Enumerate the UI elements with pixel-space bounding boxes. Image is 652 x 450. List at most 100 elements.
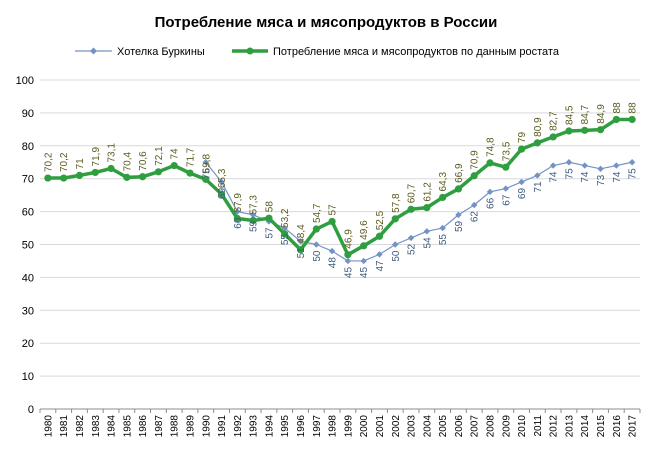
- data-label-s1-2006: 66,9: [454, 163, 465, 183]
- x-tick-label-1984: 1984: [107, 415, 118, 438]
- data-point-s0-2007: [471, 201, 478, 209]
- x-tick-label-1983: 1983: [91, 415, 102, 438]
- data-point-s1-2015: [596, 126, 605, 134]
- x-tick-label-2000: 2000: [359, 415, 370, 438]
- data-point-s1-1992: [233, 214, 241, 223]
- data-point-s1-2009: [502, 163, 510, 171]
- data-label-s0-2017: 75: [628, 168, 639, 180]
- y-tick-label-60: 60: [22, 207, 34, 219]
- data-label-s0-2016: 74: [612, 171, 623, 183]
- data-point-s0-2012: [549, 162, 557, 169]
- data-label-s0-2006: 59: [454, 220, 465, 232]
- data-point-s0-1993: [249, 211, 257, 219]
- x-tick-label-1989: 1989: [186, 415, 197, 438]
- x-tick-label-1997: 1997: [312, 415, 323, 438]
- x-tick-label-1985: 1985: [122, 415, 133, 438]
- data-point-s0-1990: [202, 159, 209, 166]
- data-point-s1-2016: [612, 115, 620, 124]
- legend-item-series-0: Хотелка Буркины: [75, 46, 205, 58]
- data-point-s0-2001: [376, 251, 383, 258]
- data-point-s1-1999: [344, 251, 352, 259]
- y-tick-label-80: 80: [22, 141, 34, 153]
- x-tick-label-1986: 1986: [138, 415, 149, 438]
- x-tick-label-1995: 1995: [280, 415, 291, 438]
- data-label-s1-1985: 70,4: [122, 151, 133, 171]
- data-label-s1-2005: 64,3: [438, 172, 449, 192]
- data-point-s0-2008: [486, 188, 494, 196]
- data-point-s1-1980: [44, 174, 52, 182]
- series-line-1: [47, 117, 633, 257]
- data-label-s0-1997: 50: [312, 250, 323, 262]
- data-point-s0-2009: [502, 185, 509, 192]
- data-point-s1-2011: [533, 139, 541, 147]
- x-tick-label-2008: 2008: [486, 415, 497, 438]
- data-label-s0-1995: 55: [280, 234, 291, 246]
- data-label-s0-1992: 60: [233, 217, 244, 229]
- data-point-s0-1995: [281, 224, 288, 232]
- x-tick-label-2016: 2016: [612, 415, 623, 438]
- legend-marker-series-1: [246, 47, 254, 55]
- data-label-s1-2003: 60,7: [407, 183, 418, 203]
- data-point-s1-1989: [186, 169, 194, 177]
- data-point-s1-1993: [249, 216, 257, 225]
- data-point-s1-2003: [407, 205, 415, 213]
- data-point-s1-2006: [454, 185, 463, 193]
- x-tick-label-1996: 1996: [296, 415, 307, 438]
- x-tick-label-2009: 2009: [501, 415, 512, 438]
- series-layer: [44, 115, 636, 265]
- data-point-s1-2013: [565, 127, 573, 135]
- data-label-s1-1983: 71,9: [91, 147, 102, 167]
- data-point-s1-2004: [423, 204, 431, 212]
- data-label-s1-1992: 57,9: [233, 193, 244, 213]
- data-point-s0-1991: [218, 178, 225, 186]
- x-tick-label-2011: 2011: [533, 415, 544, 437]
- data-label-s0-1996: 51: [296, 247, 307, 259]
- x-tick-label-1980: 1980: [43, 415, 54, 438]
- data-label-s0-2011: 71: [533, 181, 544, 193]
- x-tick-label-1987: 1987: [154, 415, 165, 438]
- gridlines: [40, 79, 640, 377]
- data-label-s0-2010: 69: [517, 188, 528, 200]
- x-tick-label-2007: 2007: [470, 415, 481, 438]
- data-point-s1-2000: [360, 242, 368, 250]
- data-point-s1-2001: [375, 232, 384, 240]
- data-label-s1-1998: 57: [328, 204, 339, 216]
- data-label-s1-2009: 73,5: [501, 141, 512, 161]
- x-tick-label-1988: 1988: [170, 415, 181, 438]
- data-label-s0-2003: 52: [407, 243, 418, 255]
- data-label-s1-2016: 88: [612, 102, 623, 114]
- data-label-s1-2002: 57,8: [391, 193, 402, 213]
- data-label-s0-2002: 50: [391, 250, 402, 262]
- x-tick-label-2010: 2010: [517, 415, 528, 438]
- data-label-s1-2015: 84,9: [596, 104, 607, 124]
- data-point-s1-1985: [123, 173, 131, 181]
- data-point-s0-2006: [455, 211, 462, 219]
- data-point-s0-1999: [344, 257, 352, 265]
- legend-label-series-0: Хотелка Буркины: [117, 46, 205, 58]
- y-tick-label-10: 10: [22, 371, 34, 383]
- data-labels: 70,2 70,2 71 71,9 73,1 70,4 70,6 72,1 74 71,7 69,8…: [43, 102, 638, 278]
- data-label-s0-2015: 73: [596, 174, 607, 186]
- x-tick-label-2005: 2005: [438, 415, 449, 438]
- data-point-s1-1988: [170, 161, 178, 170]
- x-tick-label-2006: 2006: [454, 415, 465, 438]
- legend-label-series-1: Потребление мяса и мясопродуктов по данн…: [273, 46, 560, 58]
- data-label-s1-2004: 61,2: [422, 182, 433, 202]
- data-point-s0-2011: [534, 172, 541, 179]
- x-tick-label-1999: 1999: [343, 415, 354, 438]
- data-label-s1-1993: 57,3: [249, 195, 260, 215]
- y-tick-label-90: 90: [22, 108, 34, 120]
- x-tick-label-2014: 2014: [580, 415, 591, 438]
- x-tick-label-1993: 1993: [249, 415, 260, 438]
- data-point-s0-2002: [392, 241, 399, 248]
- data-label-s1-1984: 73,1: [107, 143, 118, 163]
- x-tick-label-1982: 1982: [75, 415, 86, 438]
- data-point-s1-2010: [517, 145, 526, 153]
- data-point-s1-1983: [91, 168, 99, 177]
- chart-title: Потребление мяса и мясопродуктов в Росси…: [155, 14, 498, 31]
- data-label-s1-2000: 49,6: [359, 220, 370, 240]
- data-point-s0-2017: [628, 159, 636, 166]
- x-tick-label-1981: 1981: [59, 415, 70, 438]
- data-point-s1-1982: [75, 171, 84, 180]
